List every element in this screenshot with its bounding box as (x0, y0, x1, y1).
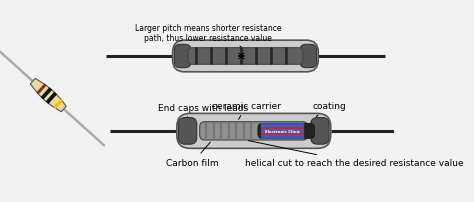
Bar (261, 124, 303, 139)
Text: ceramic carrier: ceramic carrier (212, 102, 281, 120)
Text: End caps with leads: End caps with leads (158, 104, 248, 117)
Polygon shape (41, 88, 52, 100)
Polygon shape (46, 92, 57, 104)
FancyBboxPatch shape (200, 122, 308, 140)
Text: Electronic Clinic: Electronic Clinic (264, 129, 300, 133)
FancyBboxPatch shape (177, 114, 331, 149)
Polygon shape (36, 84, 46, 95)
Text: coating: coating (312, 102, 346, 117)
FancyBboxPatch shape (173, 41, 318, 73)
Text: helical cut to reach the desired resistance value: helical cut to reach the desired resista… (246, 141, 464, 167)
FancyBboxPatch shape (188, 48, 303, 65)
Polygon shape (30, 79, 66, 112)
FancyBboxPatch shape (179, 118, 197, 144)
FancyBboxPatch shape (258, 124, 315, 139)
Polygon shape (54, 99, 63, 109)
Text: Carbon film: Carbon film (166, 142, 219, 167)
FancyBboxPatch shape (300, 45, 317, 68)
FancyBboxPatch shape (311, 118, 329, 144)
Text: Larger pitch means shorter resistance
path, thus lower resistance value: Larger pitch means shorter resistance pa… (135, 24, 281, 48)
FancyBboxPatch shape (174, 45, 191, 68)
